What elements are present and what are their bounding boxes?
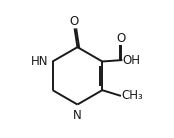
Text: HN: HN bbox=[31, 55, 49, 68]
Text: N: N bbox=[73, 109, 82, 122]
Text: CH₃: CH₃ bbox=[121, 89, 143, 102]
Text: O: O bbox=[116, 32, 125, 45]
Text: O: O bbox=[70, 15, 79, 28]
Text: OH: OH bbox=[123, 54, 141, 67]
